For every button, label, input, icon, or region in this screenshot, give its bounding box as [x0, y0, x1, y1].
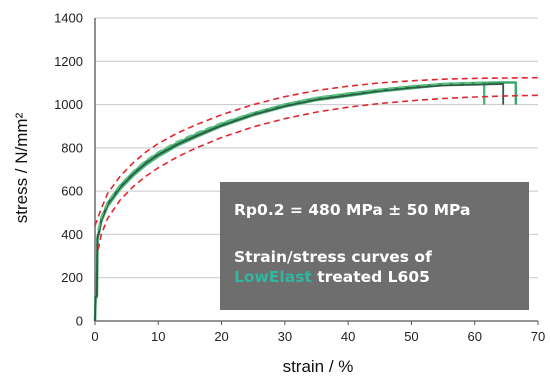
y-tick-label-1: 200	[61, 270, 83, 285]
x-tick-label-4: 40	[341, 329, 355, 344]
y-tick-label-7: 1400	[54, 11, 83, 26]
x-axis-title: strain / %	[283, 357, 354, 376]
annotation-caption-line2: LowElast treated L605	[234, 267, 515, 287]
series-line-solid-dark-2	[94, 83, 505, 322]
x-tick-label-2: 20	[214, 329, 228, 344]
y-tick-label-5: 1000	[54, 97, 83, 112]
series-lines	[93, 76, 539, 322]
x-tick-label-1: 10	[151, 329, 165, 344]
annotation-rp-value: Rp0.2 = 480 MPa ± 50 MPa	[234, 201, 471, 219]
annotation-box: Rp0.2 = 480 MPa ± 50 MPa Strain/stress c…	[220, 182, 529, 310]
x-tick-label-5: 50	[404, 329, 418, 344]
x-tick-label-7: 70	[531, 329, 545, 344]
annotation-caption-rest: treated L605	[311, 268, 430, 286]
annotation-highlight: LowElast	[234, 268, 312, 286]
series-line-dashed-red-upper-4	[94, 76, 539, 227]
axes	[94, 18, 539, 325]
y-tick-label-6: 1200	[54, 54, 83, 69]
y-tick-label-4: 800	[61, 140, 83, 155]
x-tick-label-6: 60	[467, 329, 481, 344]
x-tick-label-0: 0	[91, 329, 98, 344]
y-tick-label-2: 400	[61, 227, 83, 242]
tick-labels: 0 200 400 600 800 1000 1200 1400 0 10 20 30 40 50 60 70	[54, 11, 545, 345]
x-tick-label-3: 30	[278, 329, 292, 344]
series-line-dashed-green-3	[97, 81, 488, 231]
series-line-dashed-red-lower-5	[97, 94, 539, 250]
annotation-caption-line1: Strain/stress curves of	[234, 248, 432, 266]
y-axis-title: stress / N/mm²	[12, 112, 31, 223]
y-tick-label-3: 600	[61, 184, 83, 199]
y-tick-label-0: 0	[76, 314, 83, 329]
